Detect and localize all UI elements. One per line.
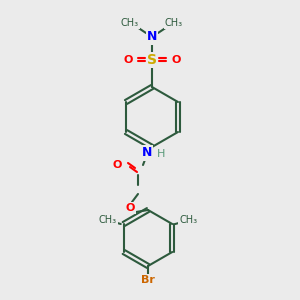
Text: O: O	[123, 55, 133, 65]
Text: S: S	[147, 53, 157, 67]
Text: O: O	[171, 55, 181, 65]
Text: CH₃: CH₃	[165, 18, 183, 28]
Text: O: O	[112, 160, 122, 170]
Text: N: N	[142, 146, 152, 160]
Text: Br: Br	[141, 275, 155, 285]
Text: H: H	[157, 149, 165, 159]
Text: N: N	[147, 31, 157, 44]
Text: CH₃: CH₃	[121, 18, 139, 28]
Text: CH₃: CH₃	[179, 215, 197, 225]
Text: CH₃: CH₃	[99, 215, 117, 225]
Text: O: O	[125, 203, 135, 213]
